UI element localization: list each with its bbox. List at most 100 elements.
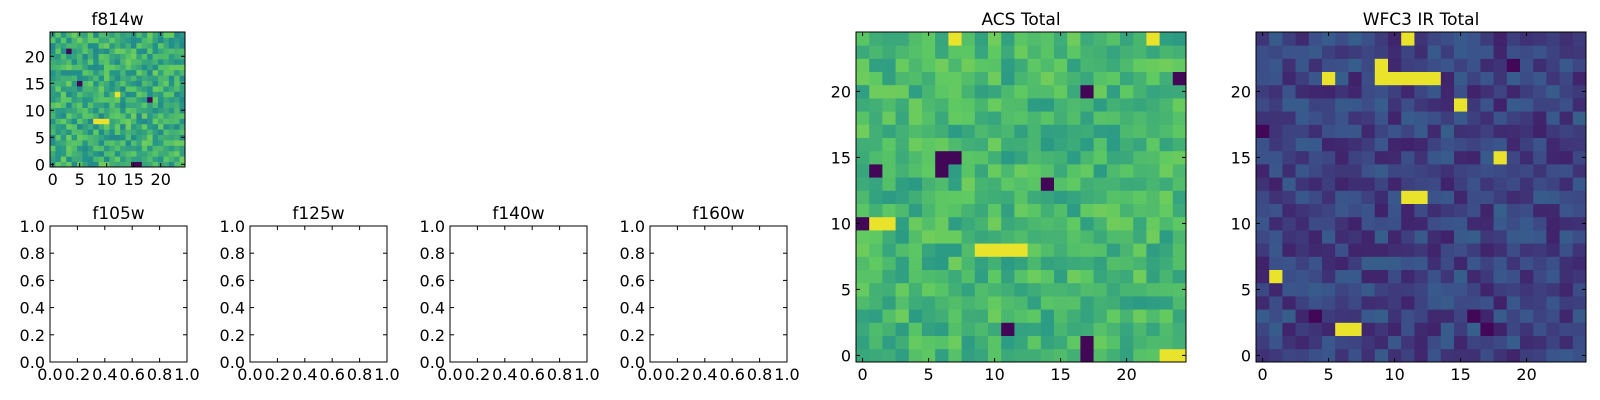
heatmap-cell [174, 161, 180, 168]
heatmap-cell [82, 32, 89, 38]
heatmap-cell [1027, 137, 1042, 152]
heatmap-cell [1388, 150, 1402, 165]
heatmap-cell [1093, 348, 1108, 363]
heatmap-cell [1159, 282, 1174, 297]
heatmap-cell [131, 48, 137, 54]
heatmap-cell [1533, 309, 1547, 323]
heatmap-cell [1480, 164, 1494, 178]
heatmap-cell [935, 124, 949, 138]
heatmap-cell [98, 156, 105, 162]
tick-marks [50, 32, 185, 167]
heatmap-cell [152, 37, 159, 44]
heatmap-cell [1146, 111, 1160, 125]
heatmap-cell [1146, 216, 1160, 231]
heatmap-cell [93, 42, 99, 49]
heatmap-cell [1001, 32, 1015, 46]
heatmap-cell [988, 348, 1002, 363]
heatmap-cell [869, 269, 883, 284]
heatmap-cell [1067, 124, 1081, 138]
heatmap-cell [1322, 335, 1336, 350]
heatmap-cell [1256, 190, 1270, 204]
heatmap-cell [948, 296, 962, 310]
heatmap-cell [1133, 282, 1147, 297]
heatmap-cell [1506, 256, 1521, 270]
heatmap-cell [1440, 269, 1455, 284]
heatmap-cell [114, 53, 121, 60]
heatmap-cell [908, 150, 923, 165]
heatmap-cell [1120, 58, 1134, 72]
heatmap-cell [1335, 124, 1349, 138]
heatmap-cell [60, 32, 67, 38]
heatmap-cell [1440, 98, 1455, 112]
heatmap-cell [50, 91, 56, 98]
heatmap-cell [60, 123, 67, 130]
heatmap-cell [1014, 137, 1028, 152]
heatmap-cell [71, 156, 78, 162]
heatmap-cell [179, 118, 186, 125]
heatmap-cell [1440, 137, 1455, 152]
heatmap-cell [922, 216, 936, 231]
heatmap-cell [1506, 137, 1521, 152]
heatmap-cell [1093, 32, 1108, 46]
heatmap-cell [1256, 71, 1270, 86]
heatmap-cell [104, 91, 110, 98]
heatmap-cell [948, 282, 962, 297]
heatmap-cell [1533, 111, 1547, 125]
heatmap-cell [1172, 71, 1187, 86]
heatmap-cell [922, 296, 936, 310]
heatmap-cell [1427, 45, 1442, 59]
heatmap-cell [136, 91, 143, 98]
heatmap-cell [856, 230, 870, 244]
heatmap-cell [1120, 71, 1134, 86]
heatmap-cell [1348, 177, 1362, 191]
heatmap-cell [1467, 45, 1481, 59]
heatmap-cell [147, 59, 153, 65]
heatmap-cell [1093, 216, 1108, 231]
y-tick-label: 0.2 [620, 326, 645, 345]
heatmap-cell [988, 190, 1002, 204]
heatmap-cell [1480, 335, 1494, 350]
heatmap-cell [125, 161, 132, 168]
heatmap-cell [87, 86, 94, 92]
heatmap-cell [1480, 84, 1494, 99]
heatmap-cell [1506, 282, 1521, 297]
heatmap-cell [1093, 269, 1108, 284]
heatmap-cell [168, 86, 175, 92]
heatmap-cell [1559, 243, 1574, 257]
heatmap-cell [988, 164, 1002, 178]
heatmap-cell [1533, 45, 1547, 59]
heatmap-cell [136, 37, 143, 44]
heatmap-cell [77, 64, 83, 71]
heatmap-cell [120, 59, 126, 65]
heatmap-cell [179, 42, 186, 49]
heatmap-cell [1308, 243, 1323, 257]
heatmap-cell [136, 150, 143, 157]
heatmap-cell [1256, 177, 1270, 191]
x-tick-label: 5 [1324, 365, 1334, 384]
heatmap-cell [131, 96, 137, 103]
heatmap-cell [1493, 137, 1508, 152]
heatmap-cell [922, 177, 936, 191]
heatmap-cell [158, 69, 164, 76]
heatmap-cell [98, 80, 105, 87]
heatmap-cell [82, 53, 89, 60]
heatmap-cell [1172, 98, 1187, 112]
heatmap-cell [1080, 243, 1094, 257]
heatmap-cell [1282, 111, 1296, 125]
heatmap-cell [895, 322, 910, 336]
heatmap-cell [1282, 58, 1296, 72]
heatmap-cell [104, 96, 110, 103]
heatmap-cell [152, 86, 159, 92]
heatmap-cell [82, 123, 89, 130]
heatmap-cell [152, 80, 159, 87]
heatmap-cell [1546, 71, 1560, 86]
heatmap-cell [98, 59, 105, 65]
heatmap-cell [71, 96, 78, 103]
heatmap-cell [55, 161, 62, 168]
heatmap-cell [1133, 32, 1147, 46]
heatmap-cell [1348, 32, 1362, 46]
y-tick-label: 20 [1231, 82, 1251, 101]
heatmap-cell [1520, 203, 1534, 218]
heatmap-cell [974, 190, 989, 204]
heatmap-cell [988, 296, 1002, 310]
